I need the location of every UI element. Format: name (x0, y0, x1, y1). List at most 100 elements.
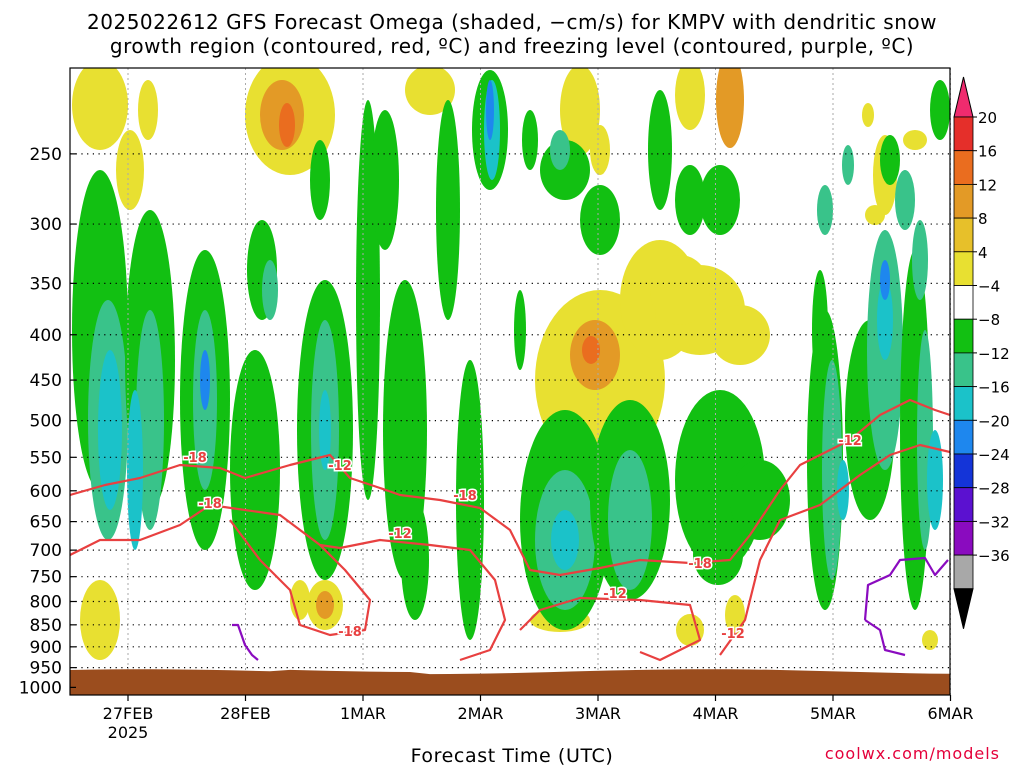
omega-warm-cell (650, 255, 710, 325)
y-tick-label: 800 (30, 593, 62, 613)
omega-shading-layer (72, 68, 950, 660)
y-tick-label: 400 (30, 326, 62, 346)
omega-sinking-cell (230, 350, 280, 590)
y-tick-label: 600 (30, 482, 62, 502)
omega-warm-cell (138, 80, 158, 140)
omega-sinking-cell (127, 390, 143, 550)
omega-sinking-cell (200, 350, 210, 410)
omega-warm-cell (80, 580, 120, 660)
omega-warm-cell (560, 68, 600, 155)
omega-sinking-cell (880, 260, 890, 300)
dgz-contour-minus18 (70, 398, 950, 577)
omega-warm-cell (582, 336, 600, 364)
freezing-level-contour (863, 556, 949, 621)
dgz-contour-minus12 (719, 443, 950, 656)
freezing-level-contour (232, 623, 259, 661)
x-tick-label: 28FEB (220, 704, 271, 723)
credit-link[interactable]: coolwx.com/models (824, 744, 1000, 763)
omega-sinking-cell (98, 350, 122, 510)
omega-warm-cell (116, 130, 144, 210)
omega-sinking-cell (522, 110, 538, 170)
omega-sinking-cell (693, 525, 743, 585)
contour-label: -12 (328, 459, 352, 474)
omega-warm-cell (710, 305, 770, 365)
colorbar-label: −24 (978, 446, 1010, 464)
omega-sinking-cell (514, 290, 526, 370)
omega-sinking-cell (371, 110, 399, 250)
contour-label: -18 (183, 451, 207, 466)
colorbar-swatch (953, 554, 974, 590)
omega-sinking-cell (319, 390, 331, 470)
x-tick-label: 5MAR (810, 704, 856, 723)
omega-sinking-cell (912, 220, 928, 300)
omega-sinking-cell (262, 260, 278, 320)
contour-label: -12 (603, 587, 627, 602)
x-axis-title: Forecast Time (UTC) (410, 745, 614, 767)
contour-label: -18 (453, 489, 477, 504)
omega-warm-cell (725, 595, 745, 635)
colorbar-label: −20 (978, 412, 1010, 430)
omega-sinking-cell (580, 185, 620, 255)
omega-warm-cell (865, 205, 885, 225)
terrain-ground (70, 669, 950, 695)
omega-sinking-cell (822, 360, 842, 580)
omega-sinking-cell (550, 130, 570, 170)
colorbar-swatch (953, 453, 974, 489)
omega-warm-cell (676, 614, 704, 646)
x-year-label: 2025 (108, 723, 149, 742)
omega-sinking-cell (436, 100, 460, 320)
colorbar-swatch (953, 419, 974, 455)
colorbar-bottom-arrow (953, 588, 974, 629)
y-tick-label: 500 (30, 412, 62, 432)
omega-warm-cell (72, 68, 128, 150)
x-axis: 27FEB 28FEB 1MAR 2MAR 3MAR 4MAR 5MAR 6MAR 2025 (103, 695, 974, 742)
colorbar: 20 16 12 8 4 −4 −8 −12 −16 −20 −24 −28 −32 −36 (953, 76, 1010, 629)
colorbar-label: 8 (978, 210, 988, 228)
y-tick-label: 750 (30, 568, 62, 588)
colorbar-label: −12 (978, 345, 1010, 363)
colorbar-top-arrow (953, 76, 974, 118)
omega-sinking-cell (895, 170, 915, 230)
colorbar-label: 20 (978, 109, 997, 127)
omega-sinking-cell (812, 270, 828, 390)
colorbar-swatch (953, 521, 974, 556)
colorbar-label: −4 (978, 278, 1000, 296)
omega-sinking-cell (401, 500, 429, 620)
omega-warm-cell (405, 68, 455, 115)
omega-sinking-cell (648, 90, 672, 210)
colorbar-swatch (953, 386, 974, 421)
colorbar-label: 4 (978, 244, 988, 262)
y-tick-label: 950 (30, 659, 62, 679)
omega-warm-cell (279, 103, 295, 147)
contour-layer: -18 -12 -18 -12 -18 -12 -18 -12 -18 -12 (70, 398, 950, 695)
omega-sinking-cell (136, 310, 164, 530)
omega-warm-cell (716, 68, 744, 148)
contour-label: -18 (688, 557, 712, 572)
colorbar-swatch (953, 251, 974, 286)
freezing-level-contour (864, 619, 906, 657)
colorbar-swatch (953, 150, 974, 185)
omega-sinking-cell (551, 510, 579, 570)
omega-sinking-cell (730, 460, 790, 540)
y-tick-label: 550 (30, 448, 62, 468)
x-tick-label: 1MAR (340, 704, 386, 723)
y-axis: 2503003504004505005506006507007508008509… (19, 145, 76, 698)
omega-warm-cell (903, 130, 927, 150)
x-tick-label: 4MAR (692, 704, 738, 723)
colorbar-label: −8 (978, 311, 1000, 329)
omega-sinking-cell (608, 450, 652, 590)
y-tick-label: 700 (30, 541, 62, 561)
omega-sinking-cell (842, 145, 854, 185)
contour-label: -18 (338, 625, 362, 640)
omega-sinking-cell (310, 140, 330, 220)
omega-sinking-cell (456, 360, 484, 640)
y-tick-label: 1000 (19, 678, 62, 698)
omega-sinking-cell (930, 80, 950, 140)
y-tick-label: 900 (30, 638, 62, 658)
colorbar-label: 12 (978, 176, 997, 194)
colorbar-swatch (953, 318, 974, 354)
contour-label: -18 (198, 497, 222, 512)
omega-warm-cell (675, 68, 705, 130)
contour-label: -12 (838, 434, 862, 449)
